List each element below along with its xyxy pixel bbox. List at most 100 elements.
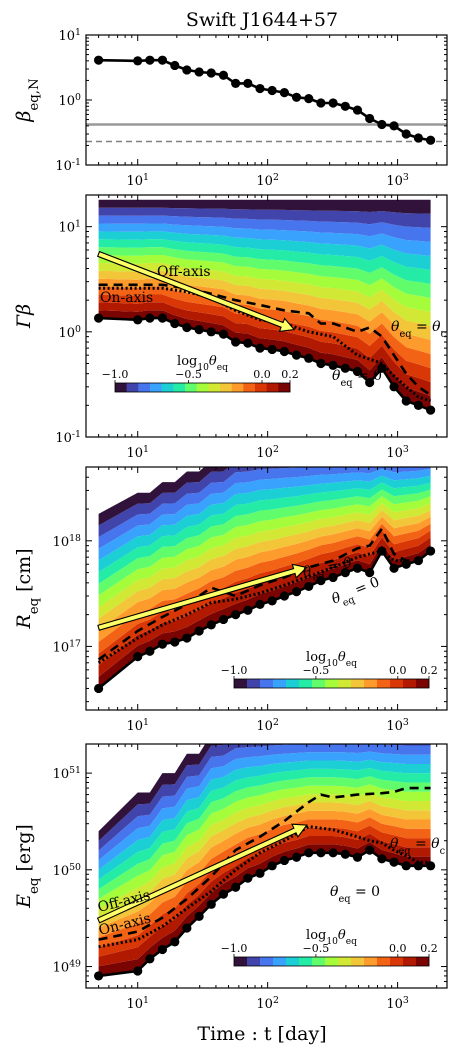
data-point [231,337,241,347]
colorbar-tick-label: −0.5 [303,942,330,955]
series-line-dotted [98,286,432,403]
contour-band [98,523,431,654]
data-point [291,852,302,862]
data-point [401,559,411,569]
x-tick-label: 102 [256,995,279,1013]
data-point [279,87,289,98]
annotation: θeq = θc [390,836,446,857]
data-point [304,94,314,104]
data-point [304,848,314,858]
panel-energy: 101 102 103 1049 1050 1051 Eeq [erg] log10θeq −1… [13,743,448,1013]
contour-band [98,231,431,270]
x-tick-label: 101 [126,444,149,462]
y-tick-label: 1018 [53,532,81,550]
data-point [243,605,253,615]
x-tick-label: 103 [386,995,409,1013]
data-point [206,620,216,630]
data-point [194,67,204,77]
data-point [291,350,302,360]
data-point [352,852,363,862]
x-axis-label: Time : t [day] [197,1023,326,1045]
colorbar-cell [185,383,197,392]
data-point [352,366,363,377]
colorbar-cell [312,957,326,966]
data-point [426,135,436,145]
data-point [218,70,229,80]
colorbar-tick-label: 0.2 [281,368,299,381]
colorbar-tick-label: −0.5 [303,664,330,677]
contour-band [98,792,431,919]
data-point [401,861,411,871]
data-point [304,353,314,363]
data-point [426,861,436,871]
direction-arrow [97,563,308,631]
colorbar-cell [161,383,174,392]
data-point [389,382,399,392]
data-point [413,555,424,566]
data-point [206,68,216,78]
contour-band [98,467,306,538]
contour-band [98,841,431,976]
colorbar-cell [286,957,300,966]
y-axis-label: βeq,N [13,78,42,123]
figure-title: Swift J1644+57 [186,9,338,31]
data-point [145,646,155,656]
data-point [340,363,350,373]
panel-gammabeta: 101 102 103 10-1 100 101 Γβ log10θeq −1.0 −0.5 0.0… [13,194,448,462]
contour-band [98,516,431,642]
y-axis-label: Γβ [13,304,35,329]
contour-band [98,800,431,928]
data-point [389,563,399,573]
data-point [389,121,399,131]
colorbar-cell [138,383,151,392]
data-point [389,857,399,867]
data-point [328,98,338,108]
contour-band [98,247,431,298]
y-tick-label: 1051 [53,765,81,783]
panels: 101 102 103 10-1 100 101 βeq,N 101 102 103 10-1 100… [13,27,448,1013]
contour-band [98,503,431,619]
data-point [291,587,302,597]
data-point [218,614,229,625]
contour-band [98,239,431,284]
colorbar-tick-label: 0.0 [389,942,407,955]
data-point [93,55,104,65]
data-point [377,854,387,864]
colorbar-cell [115,383,127,392]
data-point [328,360,338,370]
direction-arrow [96,250,296,333]
axes-frame [85,743,448,989]
data-point [133,315,143,325]
colorbar-cell [173,383,186,392]
data-point [365,113,375,124]
data-point [170,937,180,947]
data-point [93,683,104,694]
x-tick-label: 103 [386,444,409,462]
colorbar-label: log10θeq [306,650,357,669]
contour-band [98,530,431,666]
direction-arrow [96,823,308,924]
contour-band [98,833,431,967]
axes-frame [85,34,448,166]
contour-band [98,215,431,242]
data-point [316,358,326,369]
y-tick-label: 1049 [53,958,81,976]
annotation: θeq = θc [302,554,361,586]
contour-band [98,270,431,340]
data-point [170,637,180,647]
contour-band [98,510,431,631]
colorbar-tick-label: −0.5 [175,368,202,381]
axes-frame [85,466,448,711]
data-point [316,848,326,858]
colorbar-tick-label: −1.0 [221,942,248,955]
x-tick-label: 101 [126,717,149,735]
contour-band [98,199,431,214]
series-line-dotted [98,825,431,949]
colorbar-cell [325,957,339,966]
y-tick-label: 10-1 [55,157,81,175]
data-point [255,83,265,94]
data-point [267,344,277,355]
contour-band [98,759,431,880]
colorbar-cell [364,679,378,688]
